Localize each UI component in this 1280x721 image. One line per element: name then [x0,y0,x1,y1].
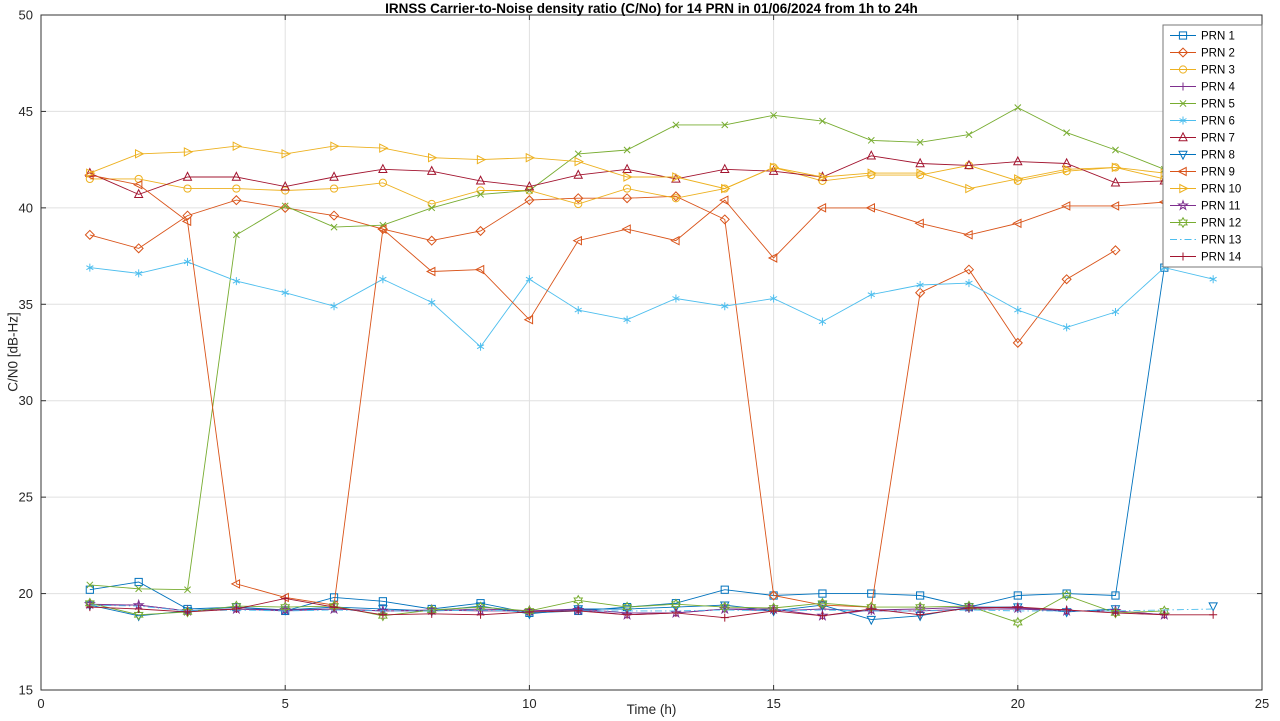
legend-label: PRN 8 [1201,150,1235,162]
series-line [89,195,1116,608]
x-tick-label: 25 [1255,696,1269,711]
x-axis-label: Time (h) [626,702,677,717]
x-tick-label: 20 [1011,696,1025,711]
legend-label: PRN 11 [1201,201,1240,213]
chart-title: IRNSS Carrier-to-Noise density ratio (C/… [385,1,918,16]
legend-label: PRN 10 [1201,184,1241,196]
series-prn-10 [86,141,1219,194]
legend-label: PRN 2 [1201,48,1235,60]
legend-item-prn-4: PRN 4 [1170,82,1235,94]
legend-label: PRN 12 [1201,218,1241,230]
legend-item-prn-9: PRN 9 [1170,167,1235,179]
legend-item-prn-6: PRN 6 [1170,116,1235,128]
grid-lines [41,15,1262,690]
series-prn-13 [89,604,1214,613]
series-line [89,145,1214,190]
series-line [89,597,1214,619]
series-prn-6 [86,257,1217,351]
legend-label: PRN 1 [1201,31,1235,43]
legend-item-prn-7: PRN 7 [1170,131,1235,145]
legend-item-prn-8: PRN 8 [1170,150,1235,162]
x-tick-label: 15 [766,696,780,711]
y-tick-label: 35 [19,297,33,312]
legend-label: PRN 9 [1201,167,1235,179]
series-prn-2 [84,191,1121,613]
legend-item-prn-3: PRN 3 [1170,65,1235,77]
x-tick-label: 0 [37,696,44,711]
series-line [89,595,1165,623]
legend-item-prn-14: PRN 14 [1170,252,1242,264]
legend-label: PRN 14 [1201,252,1242,264]
legend-item-prn-12: PRN 12 [1170,216,1241,230]
legend-label: PRN 7 [1201,133,1235,145]
y-axis-label: C/N0 [dB-Hz] [5,312,21,392]
legend-item-prn-2: PRN 2 [1170,47,1235,60]
axes-box [40,14,1263,691]
legend-box [1162,24,1263,268]
legend-item-prn-13: PRN 13 [1170,235,1241,247]
series-line [89,174,1165,606]
series-line [89,107,1214,591]
legend-label: PRN 13 [1201,235,1241,247]
series-prn-12 [84,589,1170,629]
legend-label: PRN 3 [1201,65,1235,77]
y-tick-label: 25 [19,490,33,505]
legend-item-prn-10: PRN 10 [1170,184,1241,196]
y-tick-label: 20 [19,586,33,601]
y-tick-label: 30 [19,393,33,408]
legend-label: PRN 6 [1201,116,1235,128]
series-line [89,155,1165,195]
legend-label: PRN 4 [1201,82,1235,94]
y-tick-label: 50 [19,8,33,23]
series-line [89,164,1214,205]
x-tick-label: 10 [522,696,536,711]
legend-item-prn-5: PRN 5 [1170,99,1235,111]
legend: PRN 1 PRN 2 PRN 3 PRN 4 PRN 5 PRN 6 PRN 7 PRN 8… [1162,24,1263,268]
tick-labels: 0 5 10 15 20 25 15 20 25 30 35 40 45 50 [19,8,1270,712]
series-prn-14 [85,594,1218,622]
y-tick-label: 40 [19,200,33,215]
x-tick-label: 5 [282,696,289,711]
series-line [89,604,1214,613]
y-tick-label: 45 [19,104,33,119]
legend-label: PRN 5 [1201,99,1235,111]
legend-item-prn-1: PRN 1 [1170,31,1235,43]
series-line [89,261,1214,348]
y-tick-label: 15 [19,683,33,698]
legend-item-prn-11: PRN 11 [1170,199,1240,213]
